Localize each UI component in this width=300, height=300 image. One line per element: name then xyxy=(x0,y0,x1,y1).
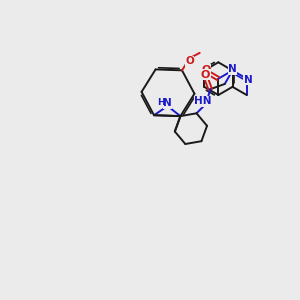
Text: H: H xyxy=(157,98,165,107)
Text: HN: HN xyxy=(194,96,211,106)
Text: N: N xyxy=(228,64,237,74)
Text: N: N xyxy=(163,98,172,108)
Text: O: O xyxy=(185,56,194,66)
Text: N: N xyxy=(244,75,253,85)
Text: O: O xyxy=(201,65,211,75)
Text: O: O xyxy=(201,70,210,80)
